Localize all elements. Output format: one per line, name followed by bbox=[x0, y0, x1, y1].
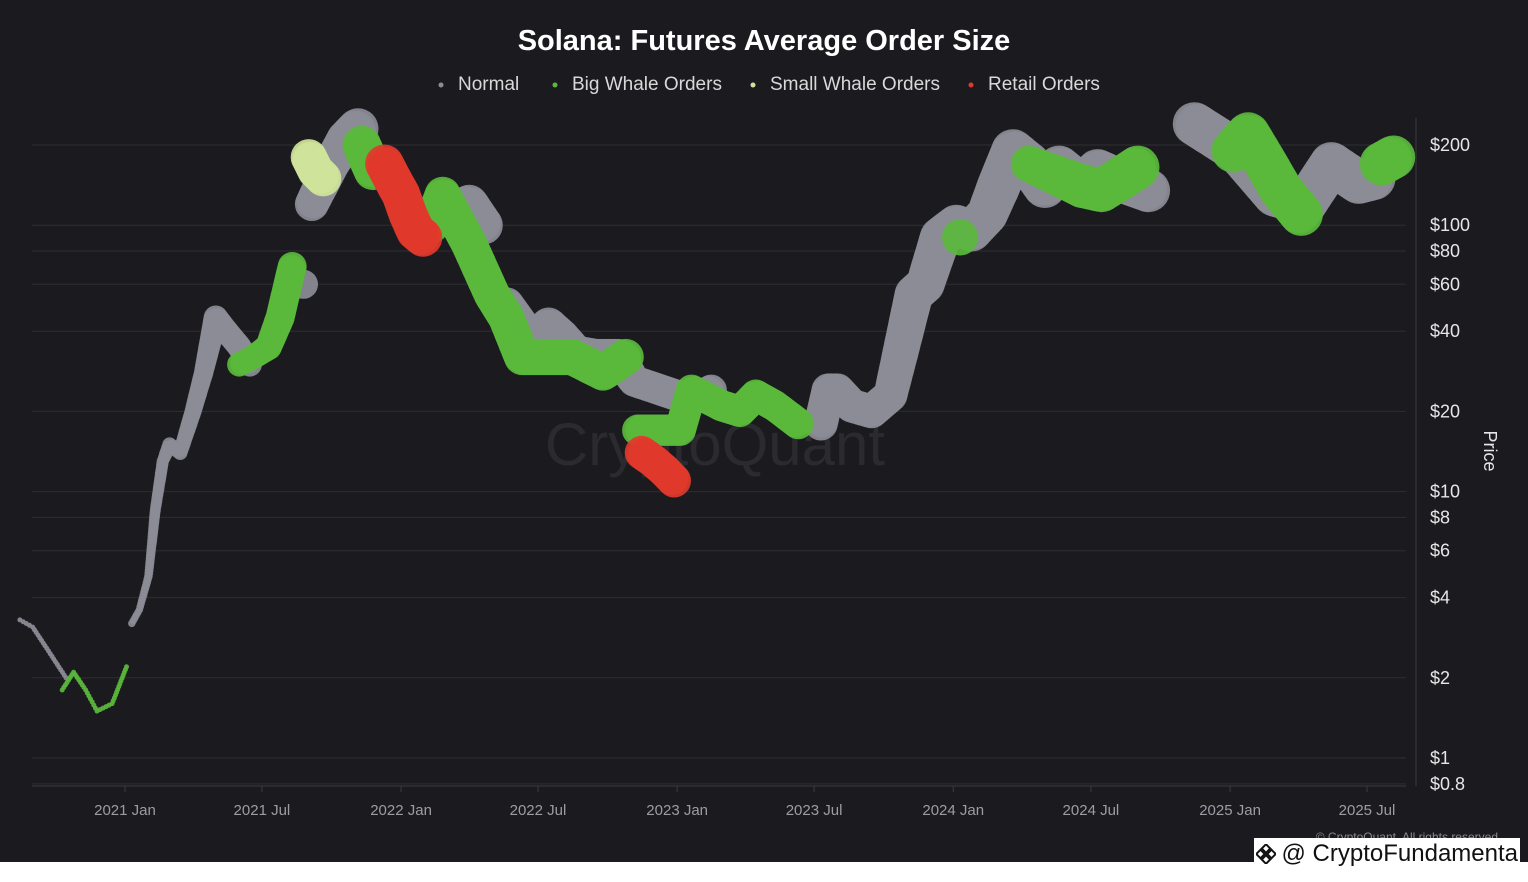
data-point bbox=[305, 160, 342, 197]
x-tick-label: 2023 Jan bbox=[646, 802, 708, 819]
x-tick-label: 2025 Jul bbox=[1339, 802, 1396, 819]
data-points bbox=[17, 102, 1416, 714]
data-point bbox=[942, 219, 979, 256]
x-tick-label: 2024 Jan bbox=[922, 802, 984, 819]
y-tick-label: $100 bbox=[1430, 215, 1470, 235]
chart-title: Solana: Futures Average Order Size bbox=[518, 25, 1011, 57]
data-point bbox=[403, 218, 443, 257]
legend-item-retail-orders[interactable]: Retail Orders bbox=[968, 74, 1100, 95]
author-handle[interactable]: @ CryptoFundamenta bbox=[1253, 838, 1520, 870]
data-point bbox=[607, 338, 644, 376]
data-point bbox=[1116, 145, 1160, 189]
y-tick-label: $10 bbox=[1430, 482, 1460, 502]
x-tick-label: 2022 Jan bbox=[370, 802, 432, 819]
grid-lines bbox=[32, 144, 1406, 785]
series-small-whale-orders bbox=[290, 139, 342, 197]
author-handle-text: @ CryptoFundamenta bbox=[1281, 840, 1518, 867]
legend-marker bbox=[438, 82, 444, 88]
y-axis-ticks: $200 $100 $80 $60 $40 $20 $10 $8 $6 $4 $2 $1 $0.8 bbox=[1430, 135, 1470, 794]
y-tick-label: $8 bbox=[1430, 507, 1450, 527]
legend-label: Big Whale Orders bbox=[572, 74, 722, 95]
price-chart: CryptoQuant Solana: Futures Average Orde… bbox=[17, 25, 1500, 844]
legend-item-normal[interactable]: Normal bbox=[438, 74, 520, 95]
series-retail-orders bbox=[365, 144, 691, 498]
legend-marker bbox=[750, 82, 756, 88]
x-tick-label: 2025 Jan bbox=[1199, 802, 1261, 819]
data-point bbox=[1279, 192, 1323, 236]
x-tick-label: 2022 Jul bbox=[510, 802, 567, 819]
binance-logo-icon bbox=[1255, 844, 1276, 864]
x-tick-label: 2021 Jul bbox=[234, 802, 291, 819]
x-tick-label: 2021 Jan bbox=[94, 802, 156, 819]
legend-label: Small Whale Orders bbox=[770, 74, 940, 95]
legend-item-small-whale-orders[interactable]: Small Whale Orders bbox=[750, 74, 941, 95]
data-point bbox=[1371, 135, 1416, 179]
x-tick-label: 2023 Jul bbox=[786, 802, 843, 819]
y-tick-label: $40 bbox=[1430, 321, 1460, 341]
y-tick-label: $60 bbox=[1430, 274, 1460, 294]
y-tick-label: $4 bbox=[1430, 588, 1450, 608]
y-tick-label: $2 bbox=[1430, 668, 1450, 688]
y-tick-label: $200 bbox=[1430, 135, 1470, 155]
data-point bbox=[657, 463, 691, 498]
legend-marker bbox=[968, 82, 974, 88]
legend-marker bbox=[552, 82, 558, 88]
series-big-whale-orders bbox=[59, 112, 1416, 714]
y-tick-label: $20 bbox=[1430, 401, 1460, 421]
legend-label: Normal bbox=[458, 74, 519, 95]
data-point bbox=[124, 664, 129, 670]
y-tick-label: $1 bbox=[1430, 748, 1450, 768]
footer-strip bbox=[0, 862, 1528, 882]
legend[interactable]: Normal Big Whale Orders Small Whale Orders… bbox=[438, 74, 1100, 95]
y-tick-label: $80 bbox=[1430, 241, 1460, 261]
x-tick-label: 2024 Jul bbox=[1063, 802, 1120, 819]
y-axis-label: Price bbox=[1480, 430, 1500, 471]
data-point bbox=[782, 407, 814, 440]
y-tick-label: $0.8 bbox=[1430, 774, 1465, 794]
data-point bbox=[277, 252, 307, 281]
y-tick-label: $6 bbox=[1430, 541, 1450, 561]
x-axis-ticks: 2021 Jan 2021 Jul 2022 Jan 2022 Jul 2023 Jan… bbox=[94, 786, 1395, 819]
legend-item-big-whale-orders[interactable]: Big Whale Orders bbox=[552, 74, 722, 95]
legend-label: Retail Orders bbox=[988, 74, 1100, 95]
chart-frame: CryptoQuant Solana: Futures Average Orde… bbox=[0, 0, 1528, 862]
